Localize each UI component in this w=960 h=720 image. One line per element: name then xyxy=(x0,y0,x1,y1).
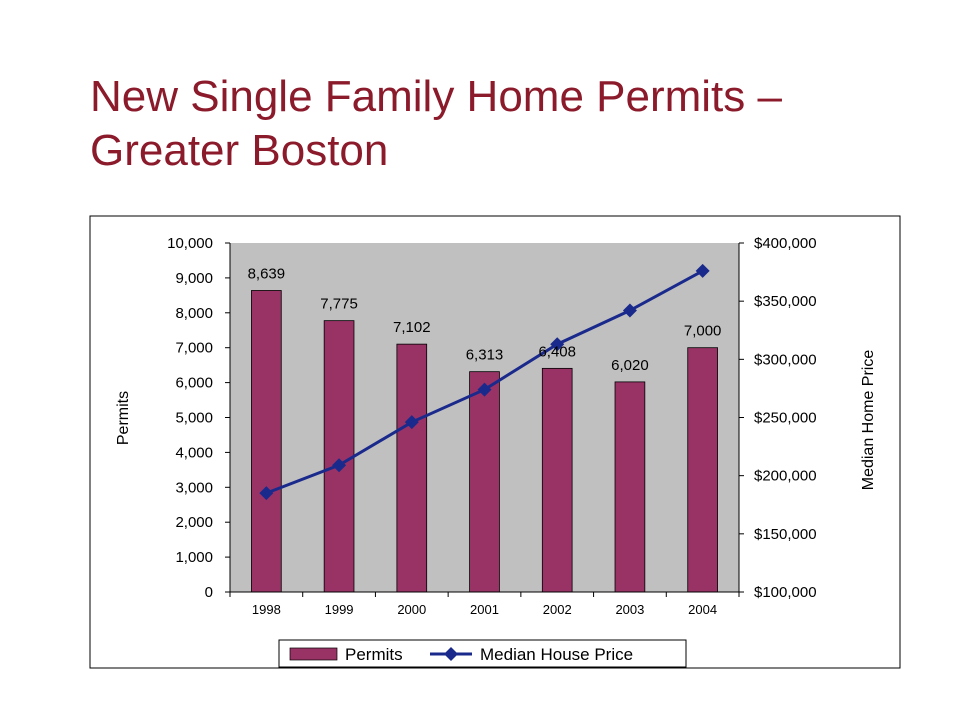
y-tick-label: 6,000 xyxy=(175,375,213,392)
slide-title-line-1: New Single Family Home Permits – xyxy=(90,72,782,121)
data-label-permits-2004: 7,000 xyxy=(684,323,722,340)
y-tick-label: 4,000 xyxy=(175,444,213,461)
y-tick-label: 9,000 xyxy=(175,270,213,287)
point-median-house-price-2000 xyxy=(404,415,419,430)
y-tick-label: 3,000 xyxy=(175,479,213,496)
y-tick-label: 1,000 xyxy=(175,549,213,566)
y-tick-label: 8,000 xyxy=(175,305,213,322)
y2-axis-title: Median Home Price xyxy=(860,350,877,491)
data-label-permits-2000: 7,102 xyxy=(393,319,431,336)
y2-tick-label: $100,000 xyxy=(754,584,817,601)
point-median-house-price-1998 xyxy=(259,486,274,501)
bar-permits-2004 xyxy=(687,347,718,593)
legend-box xyxy=(278,639,687,668)
bar-permits-1998 xyxy=(251,290,282,593)
x-tick-label-2000: 2000 xyxy=(397,602,426,617)
legend-label-price: Median House Price xyxy=(480,645,633,664)
point-median-house-price-1999 xyxy=(332,458,347,473)
bar-permits-2003 xyxy=(614,381,646,593)
y-tick-label: 10,000 xyxy=(167,235,213,252)
x-tick-label-1998: 1998 xyxy=(252,602,281,617)
data-label-permits-2001: 6,313 xyxy=(466,347,504,364)
y-tick-label: 7,000 xyxy=(175,340,213,357)
slide-title: New Single Family Home Permits – Greater… xyxy=(90,70,910,178)
slide-title-line-2: Greater Boston xyxy=(90,126,389,175)
data-label-permits-1999: 7,775 xyxy=(320,296,358,313)
x-tick-label-1999: 1999 xyxy=(325,602,354,617)
y2-tick-label: $350,000 xyxy=(754,293,817,310)
point-median-house-price-2002 xyxy=(550,337,565,352)
point-median-house-price-2004 xyxy=(695,263,710,278)
y-tick-label: 5,000 xyxy=(175,410,213,427)
y-axis-title: Permits xyxy=(115,391,132,445)
x-tick-label-2004: 2004 xyxy=(688,602,717,617)
legend-marker-price xyxy=(444,647,458,661)
legend: Permits Median House Price xyxy=(278,639,687,668)
bar-permits-2002 xyxy=(541,367,573,593)
x-tick-label-2003: 2003 xyxy=(615,602,644,617)
legend-label-permits: Permits xyxy=(345,645,403,664)
y-tick-label: 2,000 xyxy=(175,514,213,531)
bar-permits-2001 xyxy=(469,371,500,593)
data-label-permits-2003: 6,020 xyxy=(611,357,649,374)
x-tick-label-2001: 2001 xyxy=(470,602,499,617)
legend-swatch-permits xyxy=(289,647,338,661)
point-median-house-price-2001 xyxy=(477,382,492,397)
y2-tick-label: $400,000 xyxy=(754,235,817,252)
data-label-permits-1998: 8,639 xyxy=(248,265,286,282)
y2-tick-label: $250,000 xyxy=(754,410,817,427)
y-tick-label: 0 xyxy=(205,584,213,601)
y2-tick-label: $300,000 xyxy=(754,351,817,368)
y2-tick-label: $150,000 xyxy=(754,526,817,543)
x-tick-label-2002: 2002 xyxy=(543,602,572,617)
bar-permits-2000 xyxy=(396,343,428,593)
bar-permits-1999 xyxy=(323,320,355,593)
data-label-permits-2002: 6,408 xyxy=(538,343,576,360)
y2-tick-label: $200,000 xyxy=(754,468,817,485)
point-median-house-price-2003 xyxy=(622,303,637,318)
